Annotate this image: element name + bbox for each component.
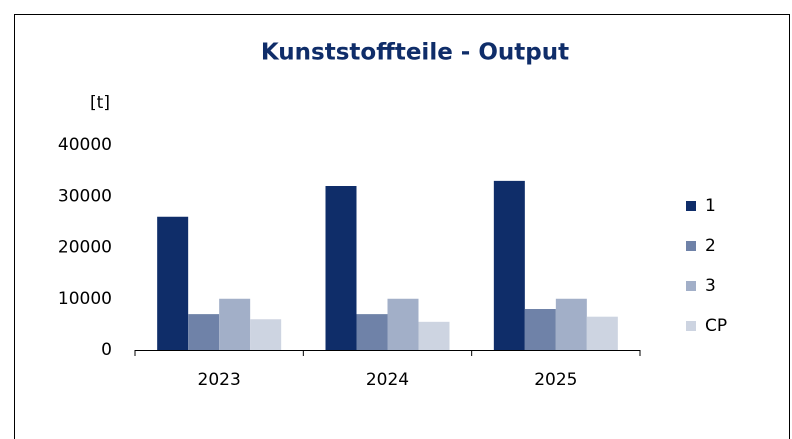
bar: [250, 319, 282, 350]
legend-label: CP: [705, 316, 727, 336]
bar: [188, 314, 220, 350]
y-tick-label: 0: [101, 340, 112, 360]
legend-swatch: [686, 281, 696, 291]
y-tick-label: 40000: [58, 135, 112, 155]
y-tick-label: 10000: [58, 289, 112, 309]
bar: [418, 321, 450, 350]
bar: [524, 309, 556, 350]
bar: [493, 180, 525, 350]
bar: [387, 298, 419, 350]
legend-swatch: [686, 241, 696, 251]
legend-label: 2: [705, 236, 716, 256]
x-tick-label: 2024: [366, 370, 409, 390]
legend-label: 3: [705, 276, 716, 296]
bar: [325, 186, 357, 350]
x-tick-label: 2023: [198, 370, 241, 390]
y-tick-label: 20000: [58, 238, 112, 258]
legend-swatch: [686, 201, 696, 211]
x-tick-label: 2025: [534, 370, 577, 390]
chart-title: Kunststoffteile - Output: [261, 40, 569, 66]
y-tick-label: 30000: [58, 186, 112, 206]
bar: [586, 316, 618, 350]
bar: [219, 298, 251, 350]
legend-swatch: [686, 321, 696, 331]
bar: [157, 216, 189, 350]
chart-frame: [14, 14, 790, 439]
y-axis-label: [t]: [90, 93, 110, 113]
bar: [356, 314, 388, 350]
legend-label: 1: [705, 196, 716, 216]
bar: [555, 298, 587, 350]
